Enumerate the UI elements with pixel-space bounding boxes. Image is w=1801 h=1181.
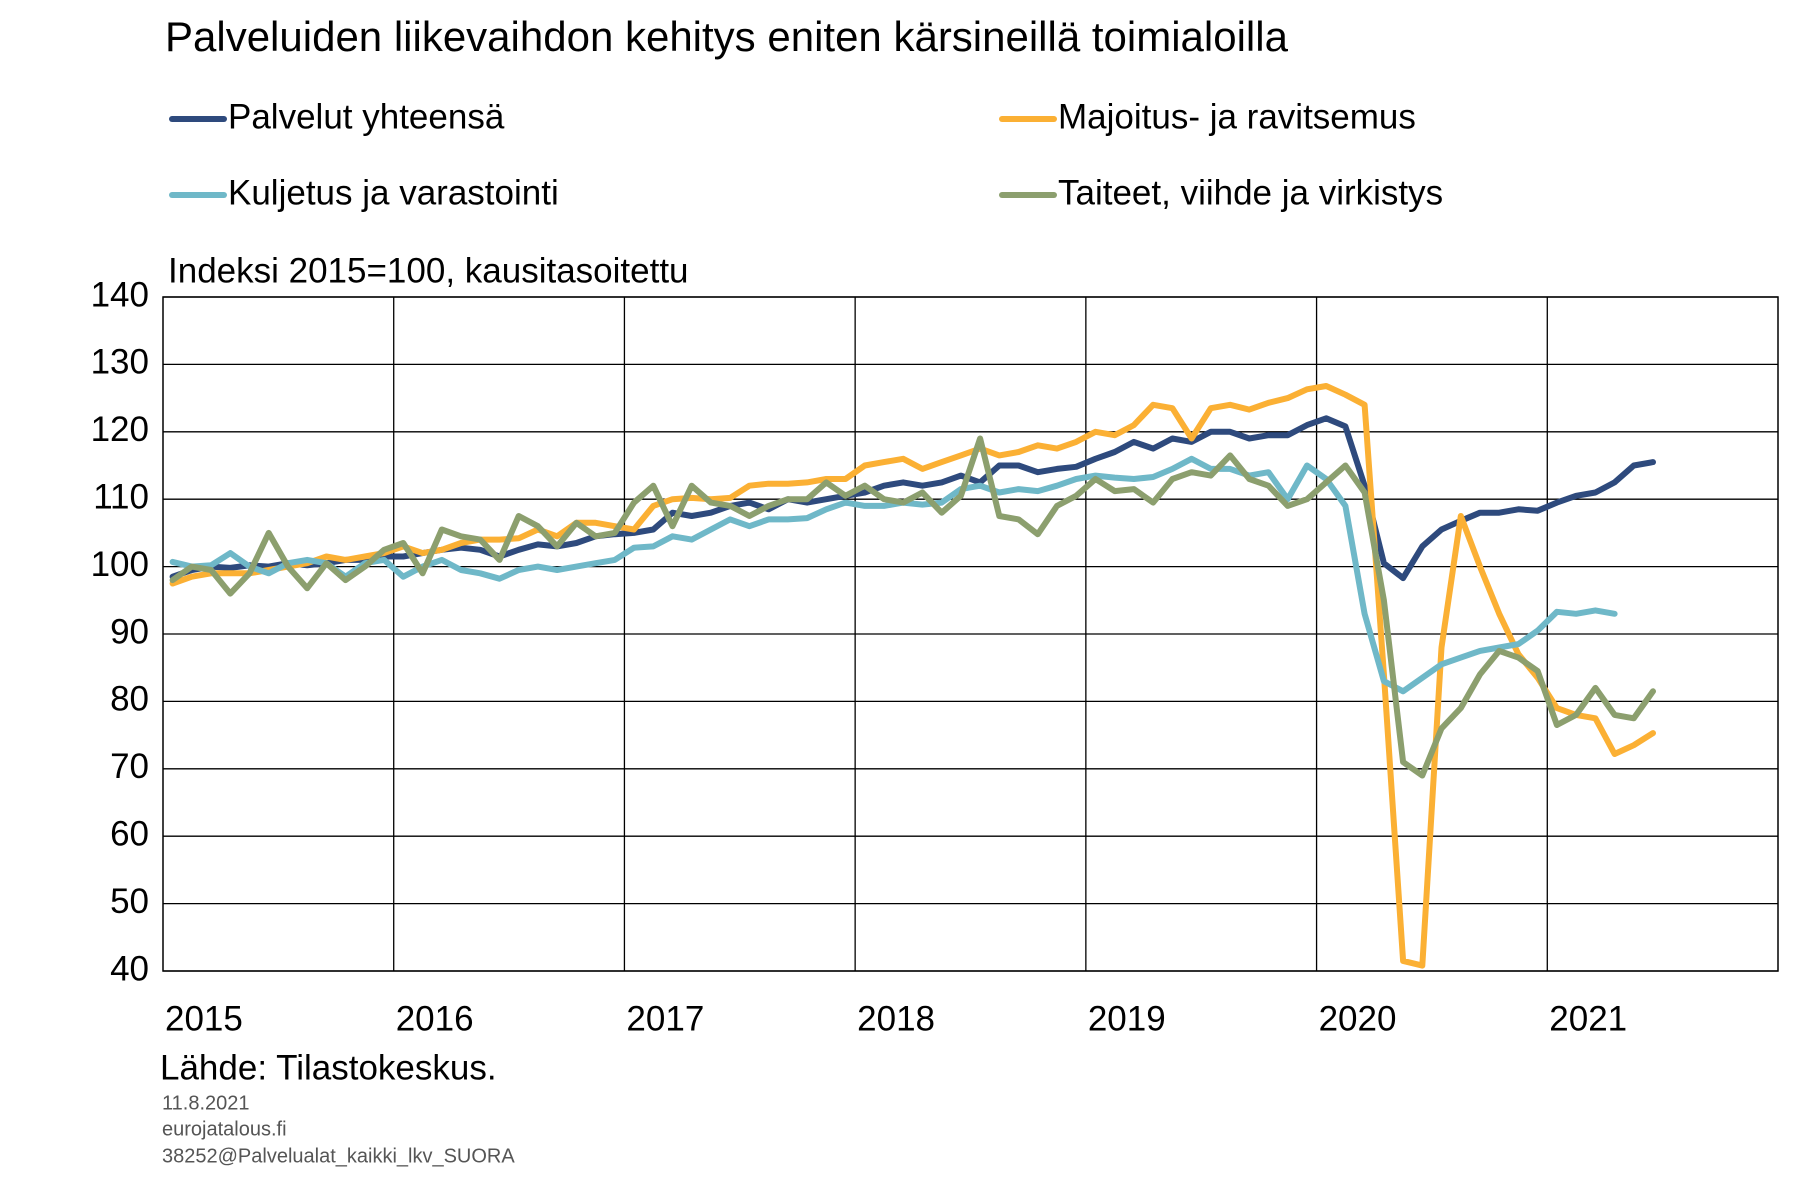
y-tick-label: 60: [110, 814, 149, 853]
series-line: [169, 435, 1656, 779]
source: Lähde: Tilastokeskus.: [160, 1048, 497, 1087]
axis-label: Indeksi 2015=100, kausitasoitettu: [168, 251, 689, 290]
x-tick-label: 2017: [626, 999, 704, 1038]
y-tick-label: 110: [93, 477, 149, 516]
legend-label: Palvelut yhteensä: [228, 97, 505, 136]
legend-label: Kuljetus ja varastointi: [228, 173, 559, 212]
legend-label: Taiteet, viihde ja virkistys: [1058, 173, 1443, 212]
y-tick-label: 90: [110, 612, 149, 651]
x-tick-label: 2021: [1549, 999, 1627, 1038]
x-tick-label: 2018: [857, 999, 935, 1038]
plot-frame: [162, 296, 1779, 972]
y-tick-label: 80: [110, 680, 149, 719]
x-tick-label: 2019: [1088, 999, 1166, 1038]
chart-title: Palveluiden liikevaihdon kehitys eniten …: [165, 13, 1289, 60]
x-tick-label: 2020: [1319, 999, 1397, 1038]
y-tick-label: 130: [91, 343, 149, 382]
x-tick-label: 2016: [396, 999, 474, 1038]
note: 38252@Palvelualat_kaikki_lkv_SUORA: [162, 1145, 515, 1167]
y-tick-label: 40: [110, 949, 149, 988]
series-line: [169, 455, 1618, 695]
legend-label: Majoitus- ja ravitsemus: [1058, 97, 1416, 136]
y-tick-label: 50: [110, 882, 149, 921]
note: eurojatalous.fi: [162, 1118, 287, 1140]
series-line: [169, 383, 1656, 969]
y-tick-label: 120: [91, 410, 149, 449]
x-tick-label: 2015: [165, 999, 243, 1038]
y-tick-label: 140: [91, 275, 149, 314]
y-tick-label: 70: [110, 747, 149, 786]
note: 11.8.2021: [162, 1092, 250, 1114]
y-tick-label: 100: [91, 545, 149, 584]
